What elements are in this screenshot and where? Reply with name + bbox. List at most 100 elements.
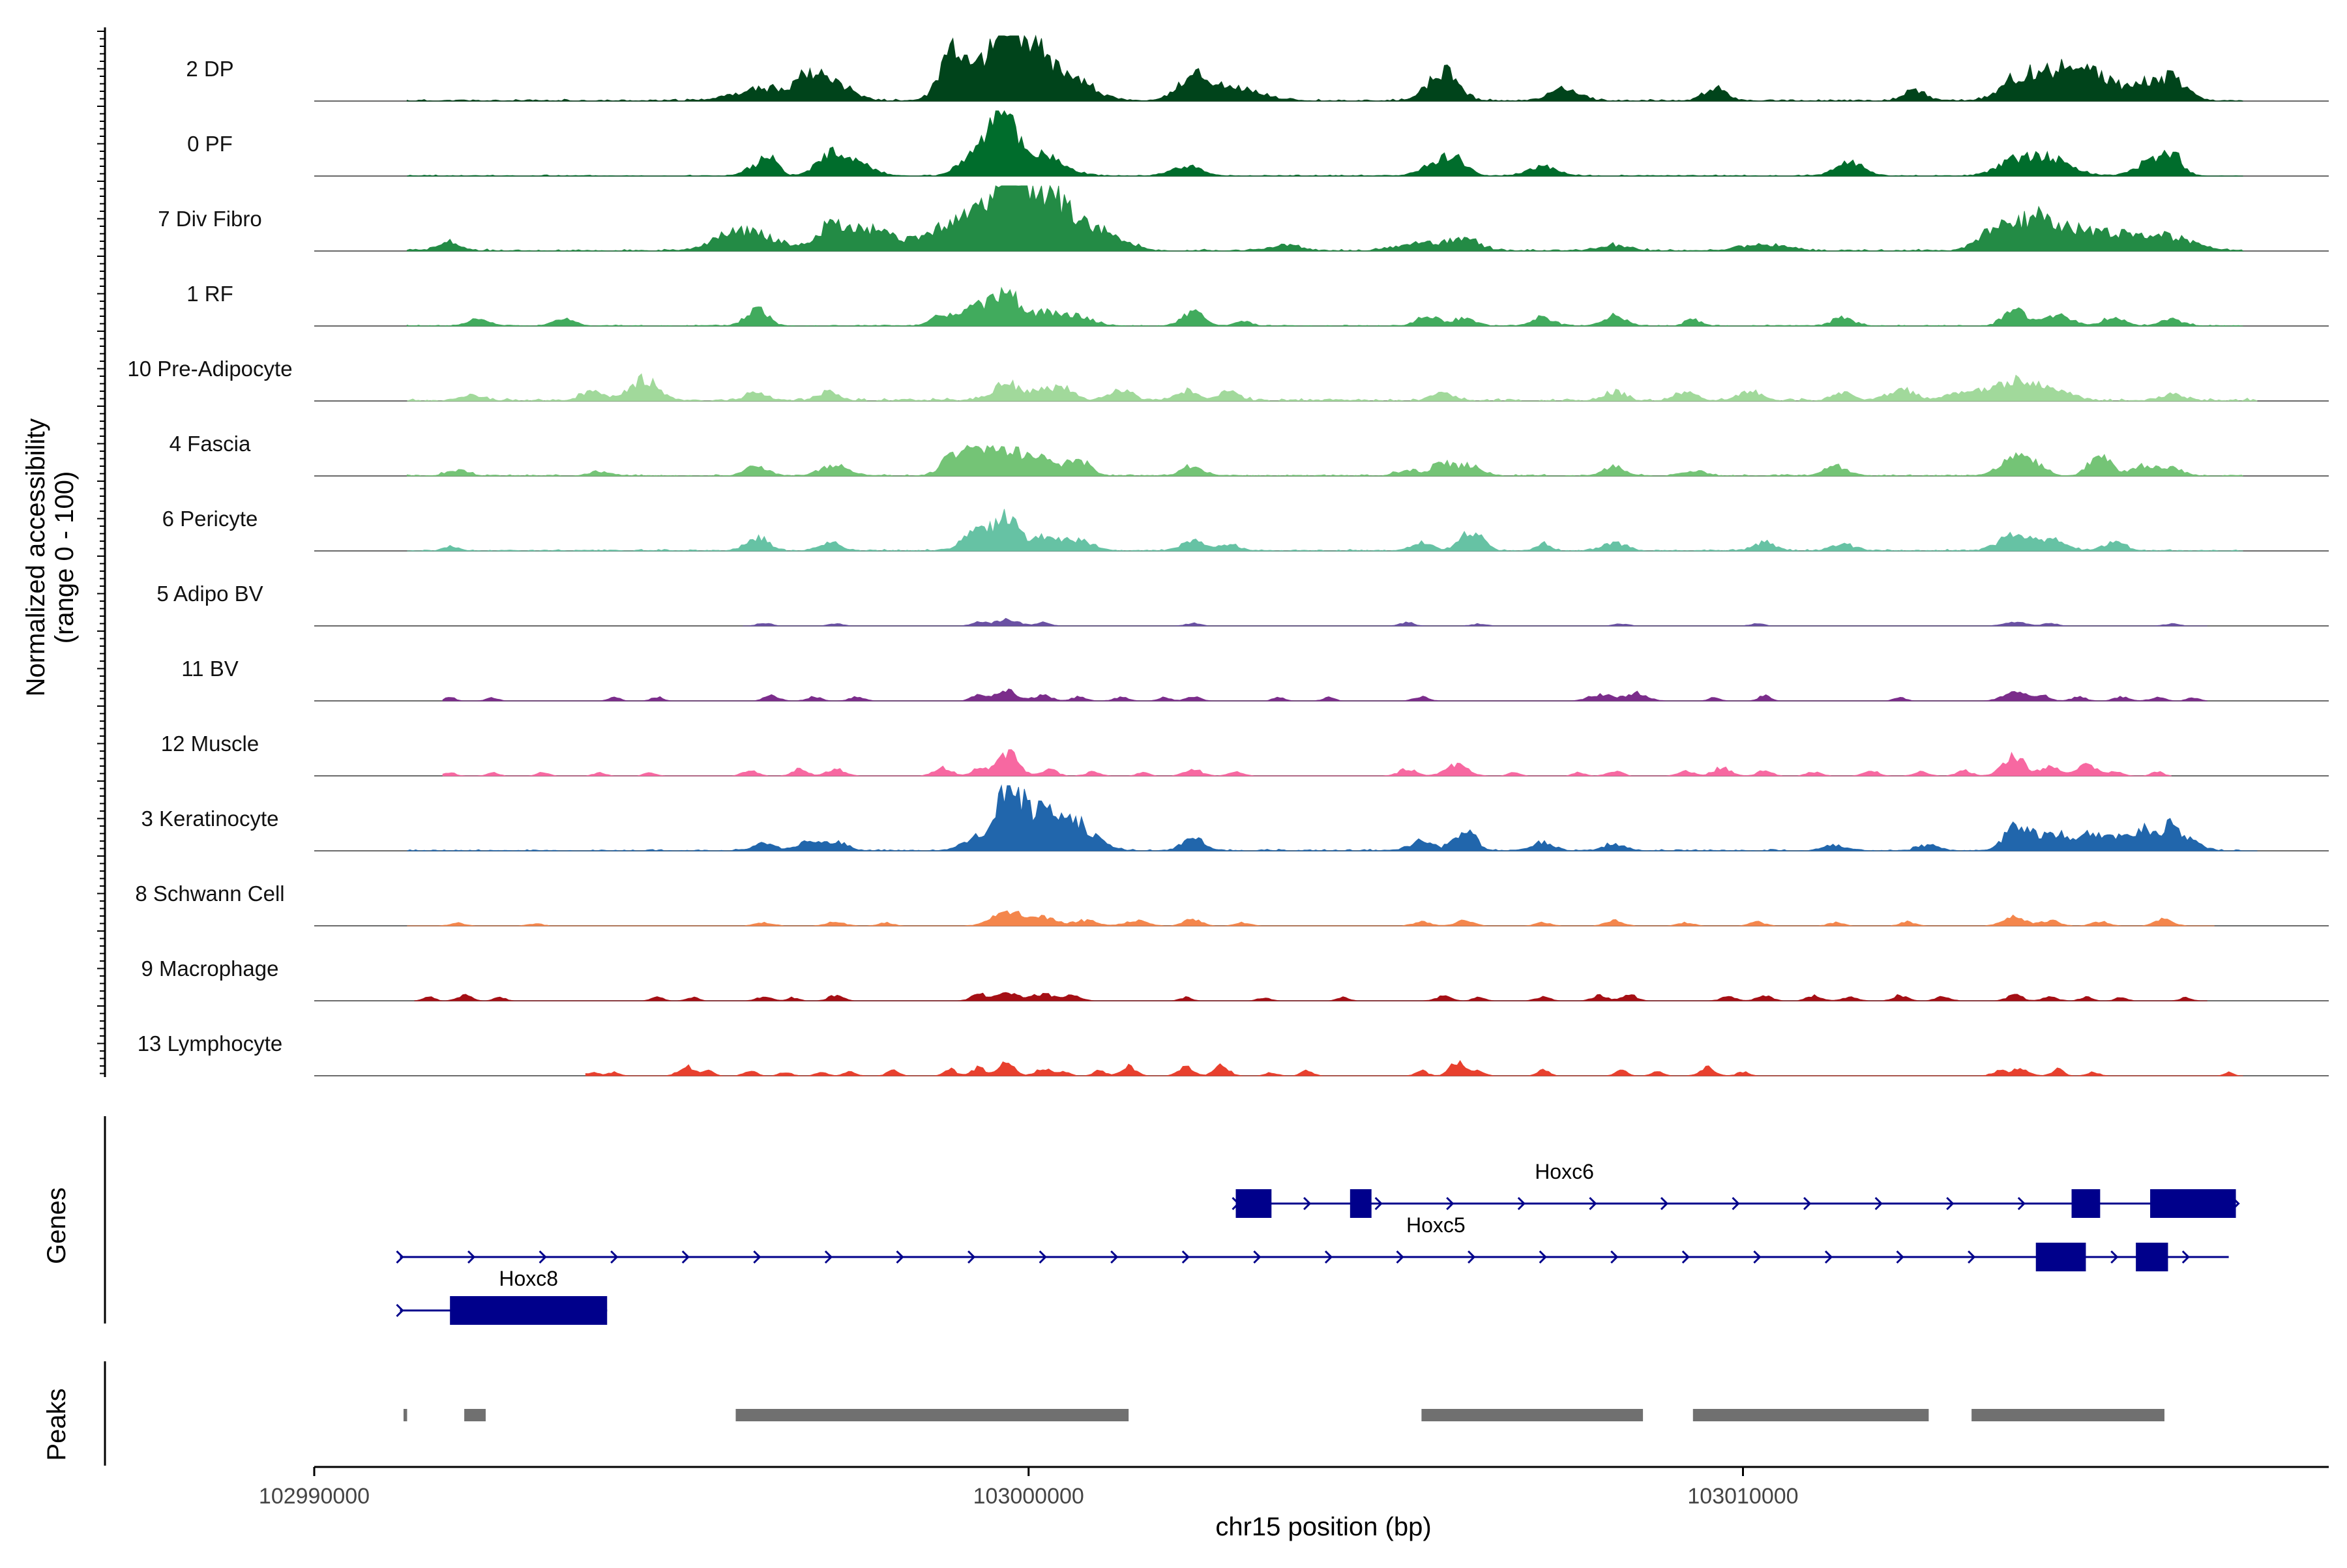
track-2-dp: 2 DP (186, 35, 2329, 102)
strand-arrow (2017, 1196, 2026, 1211)
coverage-area (407, 784, 2258, 851)
strand-arrow (1874, 1196, 1883, 1211)
strand-arrow (1824, 1250, 1833, 1264)
peaks-panel-label: Peaks (42, 1388, 71, 1460)
peak-region (464, 1409, 486, 1421)
strand-arrow (396, 1250, 404, 1264)
strand-arrow (1517, 1196, 1526, 1211)
strand-arrow (1681, 1250, 1690, 1264)
strand-arrow (967, 1250, 976, 1264)
track-6-pericyte: 6 Pericyte (162, 507, 2329, 552)
track-label: 5 Adipo BV (156, 582, 263, 606)
strand-arrow (1374, 1196, 1383, 1211)
strand-arrow (1946, 1196, 1955, 1211)
strand-arrow (1181, 1250, 1190, 1264)
peaks-panel (104, 1361, 2164, 1466)
track-13-lymphocyte: 13 Lymphocyte (138, 1031, 2329, 1076)
strand-arrow (824, 1250, 833, 1264)
track-label: 12 Muscle (161, 732, 259, 756)
track-7-div-fibro: 7 Div Fibro (158, 185, 2329, 252)
strand-arrow (1039, 1250, 1047, 1264)
track-10-pre-adipocyte: 10 Pre-Adipocyte (127, 357, 2329, 402)
coverage-area (442, 688, 2207, 702)
strand-arrow (1968, 1250, 1976, 1264)
coverage-area (406, 286, 2243, 327)
strand-arrow (1396, 1250, 1404, 1264)
track-label: 9 Macrophage (141, 956, 279, 981)
strand-arrow (1589, 1196, 1597, 1211)
coverage-area (442, 749, 2172, 777)
strand-arrow (1732, 1196, 1740, 1211)
exon (2035, 1243, 2086, 1271)
coverage-area (743, 617, 2207, 627)
track-0-pf: 0 PF (187, 110, 2329, 177)
x-axis: 102990000 103000000 103010000 (259, 1466, 2329, 1509)
strand-arrow (1110, 1250, 1119, 1264)
track-label: 4 Fascia (170, 432, 251, 456)
strand-arrow (753, 1250, 761, 1264)
track-8-schwann-cell: 8 Schwann Cell (135, 881, 2329, 926)
coverage-area (585, 1059, 2243, 1076)
coverage-area (414, 992, 2207, 1001)
gene-hoxc6: Hoxc6 (1232, 1160, 2240, 1218)
track-11-bv: 11 BV (181, 657, 2329, 702)
genes-panel-label: Genes (42, 1187, 71, 1264)
track-label: 2 DP (186, 57, 233, 81)
exon (1235, 1189, 1272, 1218)
track-label: 6 Pericyte (162, 507, 258, 531)
track-label: 13 Lymphocyte (138, 1031, 283, 1056)
y-axis (97, 27, 106, 1077)
peak-region (1421, 1409, 1644, 1421)
track-label: 0 PF (187, 132, 233, 156)
peak-region (1971, 1409, 2164, 1421)
track-3-keratinocyte: 3 Keratinocyte (141, 784, 2329, 851)
strand-arrow (1446, 1196, 1454, 1211)
strand-arrow (1324, 1250, 1333, 1264)
peak-region (1692, 1409, 1929, 1421)
coverage-area (406, 445, 2243, 477)
coverage-area (406, 185, 2244, 252)
gene-hoxc8: Hoxc8 (396, 1267, 608, 1325)
exon (2136, 1243, 2168, 1271)
gene-label: Hoxc8 (499, 1267, 558, 1290)
y-axis-title-line1: Normalized accessibility (22, 419, 50, 697)
coverage-area (407, 110, 2243, 177)
strand-arrow (2181, 1250, 2190, 1264)
strand-arrow (1610, 1250, 1619, 1264)
track-label: 10 Pre-Adipocyte (127, 357, 292, 381)
genes-panel: Hoxc6 Hoxc5 Hoxc8 (104, 1116, 2240, 1325)
strand-arrow (2110, 1250, 2119, 1264)
strand-arrow (539, 1250, 547, 1264)
track-label: 7 Div Fibro (158, 207, 262, 231)
track-label: 8 Schwann Cell (135, 881, 284, 906)
coverage-area (407, 509, 2243, 552)
y-axis-title-line2: (range 0 - 100) (50, 471, 79, 644)
track-9-macrophage: 9 Macrophage (141, 956, 2329, 1001)
x-axis-title: chr15 position (bp) (1215, 1513, 1431, 1541)
coverage-area (406, 35, 2243, 102)
peak-region (735, 1409, 1129, 1421)
strand-arrow (896, 1250, 904, 1264)
accessibility-tracks: 2 DP 0 PF 7 Div Fibro 1 RF 10 Pre-Adipocyte 4… (127, 35, 2329, 1076)
strand-arrow (1253, 1250, 1262, 1264)
track-1-rf: 1 RF (186, 282, 2329, 327)
exon (450, 1296, 608, 1325)
strand-arrow (1468, 1250, 1476, 1264)
strand-arrow (1539, 1250, 1547, 1264)
strand-arrow (681, 1250, 690, 1264)
x-tick-label: 103000000 (973, 1484, 1084, 1509)
track-4-fascia: 4 Fascia (170, 432, 2329, 477)
track-label: 3 Keratinocyte (141, 806, 279, 831)
coverage-area (407, 910, 2215, 926)
track-5-adipo-bv: 5 Adipo BV (156, 582, 2329, 627)
track-label: 11 BV (181, 657, 238, 681)
strand-arrow (1660, 1196, 1669, 1211)
strand-arrow (1803, 1196, 1812, 1211)
strand-arrow (467, 1250, 476, 1264)
peak-region (403, 1409, 407, 1421)
exon (1350, 1189, 1372, 1218)
gene-hoxc5: Hoxc5 (396, 1213, 2229, 1271)
strand-arrow (1753, 1250, 1762, 1264)
